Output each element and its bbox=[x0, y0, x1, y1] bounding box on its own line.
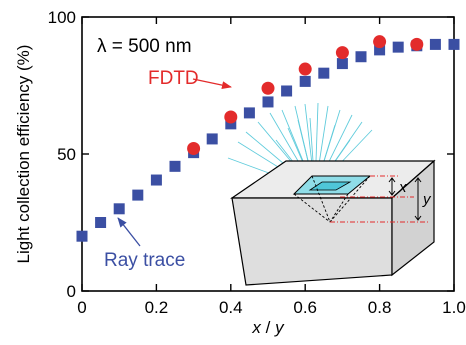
ray-trace-point bbox=[448, 38, 460, 50]
ray-trace-point bbox=[374, 44, 386, 56]
x-axis-label: x / y bbox=[251, 318, 285, 337]
ray-trace-point bbox=[243, 107, 255, 119]
ray-trace-point bbox=[169, 160, 181, 172]
ray-trace-point bbox=[336, 58, 348, 70]
fdtd-point bbox=[261, 81, 275, 95]
ray-trace-point bbox=[318, 67, 330, 79]
x-axis-label-sep: / bbox=[266, 318, 271, 337]
ray-trace-point bbox=[262, 96, 274, 108]
x-tick-label: 0 bbox=[77, 298, 86, 317]
ray-trace-point bbox=[150, 174, 162, 186]
x-axis-label-x: x bbox=[251, 318, 261, 337]
ray-trace-point bbox=[113, 203, 125, 215]
fdtd-point bbox=[410, 37, 424, 51]
ray-trace-label: Ray trace bbox=[104, 250, 185, 271]
ray-trace-point bbox=[132, 189, 144, 201]
x-axis-label-y: y bbox=[274, 318, 285, 337]
ray-trace-point bbox=[95, 217, 107, 228]
x-tick-label: 0.2 bbox=[145, 298, 169, 317]
fdtd-series bbox=[187, 35, 424, 156]
ray-trace-point bbox=[76, 230, 88, 242]
ray-trace-point bbox=[281, 85, 293, 97]
y-tick-label: 50 bbox=[57, 145, 76, 164]
ray-trace-point bbox=[429, 38, 441, 50]
inset-x-label: x bbox=[398, 179, 407, 196]
ray-trace-point bbox=[299, 75, 311, 87]
x-tick-label: 0.4 bbox=[219, 298, 243, 317]
fdtd-point bbox=[224, 110, 238, 124]
y-tick-label: 0 bbox=[67, 282, 76, 301]
x-tick-label: 0.6 bbox=[293, 298, 317, 317]
x-tick-labels: 0 0.2 0.4 0.6 0.8 1.0 bbox=[77, 298, 466, 317]
inset-schematic: x y bbox=[227, 102, 436, 286]
ray-trace-point bbox=[225, 118, 237, 130]
fdtd-point bbox=[187, 142, 201, 156]
y-tick-labels: 0 50 100 bbox=[48, 8, 76, 301]
ray-trace-arrow bbox=[117, 217, 141, 247]
fdtd-point bbox=[335, 46, 349, 60]
y-tick-label: 100 bbox=[48, 8, 76, 27]
ray-trace-point bbox=[392, 41, 404, 53]
fdtd-label: FDTD bbox=[148, 68, 199, 89]
x-tick-label: 1.0 bbox=[442, 298, 466, 317]
ray-trace-point bbox=[355, 51, 367, 63]
y-axis-label: Light collection efficiency (%) bbox=[14, 45, 33, 264]
ray-trace-point bbox=[206, 133, 218, 145]
fdtd-point bbox=[373, 35, 387, 49]
wavelength-label: λ = 500 nm bbox=[97, 36, 192, 57]
x-tick-label: 0.8 bbox=[368, 298, 392, 317]
fdtd-point bbox=[298, 62, 312, 76]
inset-y-label: y bbox=[422, 191, 432, 208]
fdtd-arrow bbox=[192, 78, 232, 90]
tick-marks bbox=[81, 16, 455, 292]
